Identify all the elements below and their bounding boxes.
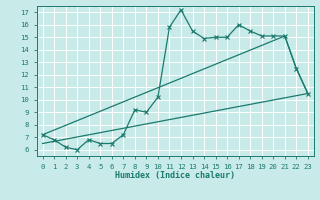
X-axis label: Humidex (Indice chaleur): Humidex (Indice chaleur) <box>115 171 235 180</box>
